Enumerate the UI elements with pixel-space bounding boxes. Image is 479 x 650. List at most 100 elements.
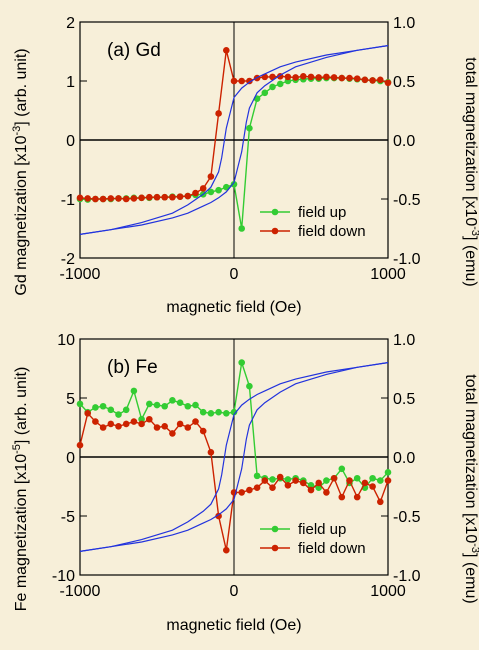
field-up-point (146, 400, 153, 408)
field-down-point (230, 77, 238, 85)
field-down-point (122, 195, 130, 203)
y-left-tick-label: 1 (66, 74, 75, 91)
field-down-point (269, 73, 276, 81)
legend-label-field-down: field down (298, 540, 366, 557)
y-left-tick-label: 0 (66, 450, 75, 467)
field-up-point (107, 406, 115, 414)
x-tick-label: 1000 (370, 583, 406, 600)
field-down-point (377, 76, 384, 84)
field-down-point (192, 418, 199, 425)
field-down-point (161, 423, 168, 430)
field-down-point (377, 498, 384, 506)
y-right-tick-label: 0.0 (393, 450, 415, 467)
field-up-point (99, 402, 107, 410)
field-down-point (84, 195, 91, 202)
field-down-point (92, 195, 99, 203)
field-down-point (99, 424, 107, 431)
field-down-point (138, 194, 145, 202)
field-down-point (184, 424, 192, 431)
field-down-point (92, 418, 99, 425)
y-right-tick-label: -0.5 (393, 509, 421, 526)
field-down-point (169, 430, 176, 437)
field-down-point (169, 193, 176, 201)
x-tick-label: -1000 (60, 583, 101, 600)
field-up-point (230, 180, 238, 188)
field-down-point (369, 77, 376, 84)
field-down-point (269, 484, 276, 491)
field-down-point (323, 73, 330, 81)
field-up-point (230, 408, 238, 416)
y-left-tick-label: 2 (66, 15, 75, 32)
field-down-point (330, 74, 338, 81)
field-down-point (300, 72, 307, 80)
field-up-point (192, 401, 199, 409)
field-up-point (215, 186, 222, 194)
field-up-point (261, 89, 269, 97)
field-up-point (323, 477, 330, 484)
field-down-point (238, 489, 245, 496)
field-down-point (215, 110, 222, 117)
legend-marker (271, 544, 279, 552)
field-up-point (122, 406, 130, 414)
field-down-point (176, 420, 184, 428)
legend-marker (271, 227, 279, 235)
field-down-point (223, 546, 230, 554)
field-up-point (207, 410, 215, 417)
field-up-point (207, 188, 215, 196)
y-right-axis-label: total magnetization [x10-3] (emu) (462, 374, 479, 603)
field-up-point (161, 402, 168, 410)
field-down-point (338, 74, 346, 82)
field-down-point (122, 420, 130, 428)
panel-label: (b) Fe (107, 357, 158, 378)
field-up-point (92, 404, 99, 411)
field-down-point (138, 420, 145, 428)
field-down-point (276, 473, 284, 481)
field-down-point (176, 193, 184, 200)
field-down-point (146, 415, 153, 423)
legend-marker (271, 208, 279, 216)
x-tick-label: -1000 (60, 266, 101, 283)
field-up-point (284, 476, 292, 483)
field-up-point (176, 399, 184, 407)
legend-label-field-up: field up (298, 204, 346, 221)
field-up-point (246, 124, 253, 132)
field-down-point (300, 479, 307, 487)
field-up-point (215, 408, 222, 416)
field-down-point (353, 75, 361, 82)
field-down-point (330, 474, 338, 482)
field-down-point (184, 192, 192, 200)
panel-label: (a) Gd (107, 40, 161, 61)
total-magnetization-curve (79, 45, 389, 235)
legend-marker (271, 525, 279, 533)
field-up-point (153, 401, 161, 409)
field-up-point (184, 402, 192, 410)
field-down-point (84, 410, 91, 417)
field-up-point (130, 387, 138, 395)
field-down-point (99, 195, 107, 203)
field-up-point (199, 408, 207, 416)
y-right-tick-label: 0.5 (393, 391, 415, 408)
field-down-point (292, 74, 299, 81)
field-up-point (238, 359, 245, 366)
y-left-tick-label: 10 (57, 332, 75, 349)
legend-label-field-down: field down (298, 223, 366, 240)
field-down-point (130, 195, 138, 202)
field-down-point (284, 73, 292, 81)
field-down-point (315, 479, 323, 487)
field-up-point (384, 469, 392, 476)
y-left-tick-label: 5 (66, 391, 75, 408)
field-down-point (353, 493, 361, 501)
field-up-point (353, 474, 361, 482)
field-up-point (223, 410, 230, 417)
field-down-point (261, 477, 269, 484)
field-up-point (276, 80, 284, 88)
field-down-point (115, 423, 122, 430)
total-magnetization-curve (79, 45, 389, 235)
chart-panel-2: -10 -5 0 5 10 -1.0 -0.5 0.0 0.5 1.0 -1000 0 1000 (b) … (11, 332, 479, 634)
y-left-tick-label: -10 (52, 568, 75, 585)
legend-label-field-up: field up (298, 521, 346, 538)
field-down-point (315, 74, 323, 81)
field-up-point (338, 465, 346, 473)
y-right-tick-label: -1.0 (393, 568, 421, 585)
